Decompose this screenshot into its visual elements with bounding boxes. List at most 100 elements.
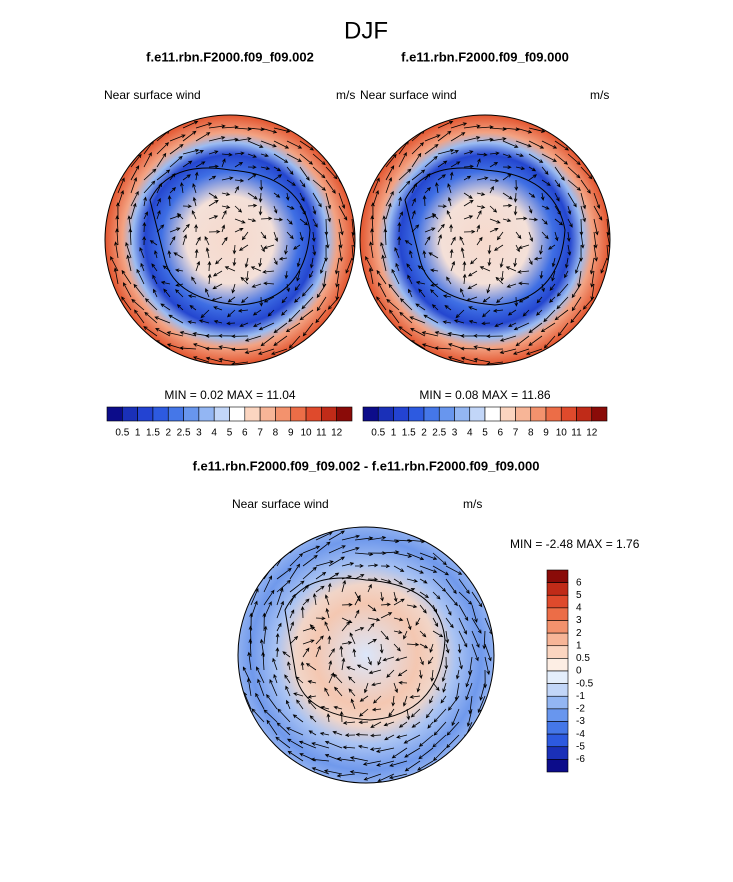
wind-arrow: [263, 244, 275, 250]
colorbar-box: [546, 733, 569, 748]
wind-arrow: [175, 283, 184, 287]
wind-arrow: [541, 166, 549, 175]
wind-arrow: [404, 747, 421, 758]
wind-arrow: [494, 322, 504, 327]
wind-arrow: [487, 257, 492, 267]
colorbar-box: [167, 406, 184, 422]
wind-arrow: [541, 140, 558, 149]
wind-arrow: [482, 630, 487, 650]
wind-arrow: [399, 311, 413, 324]
wind-arrow: [502, 140, 519, 148]
colorbar-label: 0.5: [371, 428, 385, 439]
wind-arrow: [336, 757, 356, 762]
wind-arrow: [468, 306, 478, 311]
wind-arrow: [459, 236, 465, 246]
wind-arrow: [486, 283, 491, 294]
wind-arrow: [276, 567, 292, 580]
wind-arrow: [312, 192, 322, 208]
wind-arrow: [445, 578, 457, 595]
wind-arrow: [315, 645, 321, 658]
wind-arrow: [380, 578, 392, 584]
wind-arrow: [447, 183, 452, 194]
wind-arrow: [442, 294, 452, 299]
wind-arrow: [341, 534, 361, 541]
wind-arrow: [244, 257, 249, 268]
wind-arrow: [192, 196, 197, 207]
wind-arrow: [354, 594, 361, 606]
wind-arrow: [397, 669, 408, 677]
wind-arrow: [307, 680, 317, 684]
colorbar-box: [499, 406, 516, 422]
wind-arrow: [393, 643, 401, 652]
wind-arrow: [234, 205, 243, 213]
wind-arrow: [489, 185, 494, 194]
colorbar-box: [229, 406, 246, 422]
wind-arrow: [194, 171, 199, 181]
stats-label: MIN = 0.02 MAX = 11.04: [164, 388, 296, 402]
wind-arrow: [515, 153, 524, 158]
wind-arrow: [333, 673, 343, 684]
wind-arrow: [258, 322, 275, 331]
wind-arrow: [273, 153, 289, 163]
wind-arrow: [541, 231, 549, 240]
wind-arrow: [191, 276, 197, 285]
wind-arrow: [606, 231, 610, 249]
wind-arrow: [471, 591, 483, 608]
wind-arrow: [328, 660, 333, 671]
wind-arrow: [528, 153, 544, 163]
wind-arrow: [289, 563, 301, 580]
wind-arrow: [476, 176, 489, 181]
wind-arrow: [319, 731, 330, 736]
wind-arrow: [273, 217, 284, 222]
wind-arrow: [168, 314, 184, 324]
wind-arrow: [247, 218, 257, 223]
wind-arrow: [338, 218, 344, 236]
wind-arrow: [476, 224, 481, 233]
wind-arrow: [335, 270, 340, 288]
wind-arrow: [415, 280, 426, 285]
wind-arrow: [415, 617, 421, 626]
wind-arrow: [273, 192, 281, 198]
wind-arrow: [407, 274, 413, 285]
wind-arrow: [155, 328, 171, 337]
wind-arrow: [419, 643, 429, 649]
wind-arrow: [460, 288, 465, 298]
wind-arrow: [489, 205, 498, 213]
figure-title: DJF: [344, 17, 388, 44]
wind-arrow: [136, 268, 145, 285]
wind-arrow: [463, 150, 474, 155]
wind-arrow: [263, 575, 272, 593]
wind-arrow: [208, 150, 219, 155]
wind-arrow: [430, 268, 439, 273]
wind-arrow: [244, 348, 262, 354]
wind-arrow: [582, 296, 595, 310]
wind-arrow: [156, 152, 167, 168]
wind-arrow: [232, 244, 237, 255]
wind-arrow: [430, 669, 435, 682]
wind-arrow: [302, 647, 310, 658]
wind-arrow: [359, 708, 369, 717]
wind-arrow: [430, 283, 439, 287]
wind-arrow: [348, 688, 356, 697]
wind-arrow: [143, 211, 148, 220]
wind-arrow: [466, 296, 478, 302]
wind-arrow: [404, 760, 421, 772]
colorbar: 0.5 1 1.5 2 2.5 3 4 5 6 7 8 9 10 11 12: [362, 406, 608, 439]
wind-arrow: [276, 587, 284, 606]
wind-arrow: [250, 266, 262, 272]
wind-arrow: [221, 205, 231, 209]
wind-arrow: [354, 564, 364, 568]
wind-arrow: [368, 267, 374, 285]
wind-arrow: [286, 153, 302, 162]
wind-arrow: [281, 296, 288, 304]
wind-arrow: [338, 205, 348, 221]
colorbar-box: [546, 721, 569, 735]
wind-arrow: [123, 282, 132, 298]
wind-arrow: [296, 270, 301, 282]
wind-arrow: [256, 666, 265, 684]
wind-arrow: [324, 594, 330, 606]
wind-arrow: [325, 166, 338, 180]
wind-arrow: [580, 192, 587, 210]
wind-arrow: [234, 185, 239, 194]
